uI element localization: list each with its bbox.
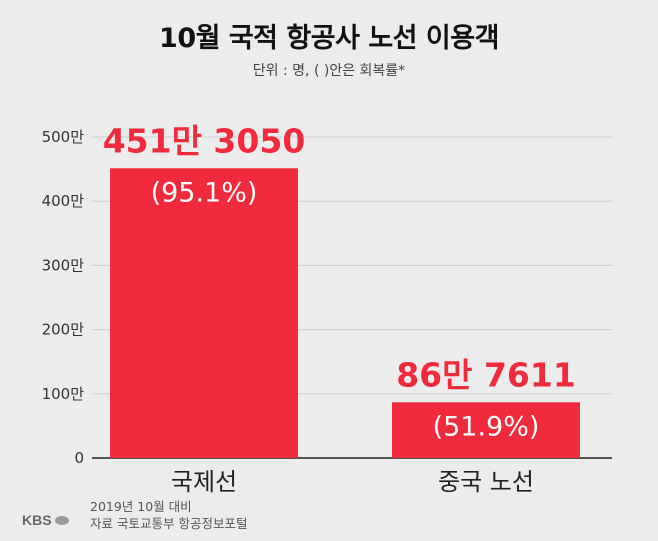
y-tick-label: 0 <box>74 449 84 467</box>
y-tick-label: 500만 <box>42 128 85 146</box>
y-tick-label: 200만 <box>42 321 85 339</box>
chart-subtitle: 단위 : 명, ( )안은 회복률* <box>252 63 406 79</box>
data-label-value: 86만 7611 <box>396 355 576 394</box>
bar <box>110 168 298 458</box>
data-label-rate: (95.1%) <box>151 177 258 208</box>
kbs-logo: KBS <box>22 512 69 528</box>
source-line-origin: 자료 국토교통부 항공정보포털 <box>90 516 248 531</box>
y-tick-label: 100만 <box>42 385 85 403</box>
data-label-rate: (51.9%) <box>433 411 540 442</box>
x-tick-label: 중국 노선 <box>438 468 534 496</box>
source-line-base: 2019년 10월 대비 <box>90 499 192 514</box>
bar <box>392 402 580 458</box>
y-tick-label: 400만 <box>42 192 85 210</box>
y-tick-label: 300만 <box>42 256 85 274</box>
chart-title: 10월 국적 항공사 노선 이용객 <box>159 23 499 54</box>
x-tick-label: 국제선 <box>171 468 237 496</box>
kbs-logo-mark-icon <box>54 515 69 525</box>
source-note: 2019년 10월 대비 자료 국토교통부 항공정보포털 <box>90 498 247 532</box>
data-label-value: 451만 3050 <box>103 121 306 160</box>
kbs-logo-text: KBS <box>22 512 52 528</box>
